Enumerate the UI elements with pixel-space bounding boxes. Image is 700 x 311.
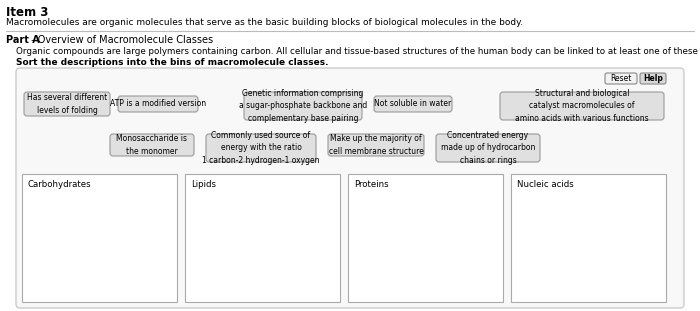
Text: Has several different
levels of folding: Has several different levels of folding	[27, 93, 107, 115]
FancyBboxPatch shape	[640, 73, 666, 84]
Text: Lipids: Lipids	[191, 180, 216, 189]
Text: Concentrated energy
made up of hydrocarbon
chains or rings: Concentrated energy made up of hydrocarb…	[441, 131, 536, 165]
Text: Structural and biological
catalyst macromolecules of
amino acids with various fu: Structural and biological catalyst macro…	[515, 89, 649, 123]
Text: Help: Help	[643, 74, 663, 83]
FancyBboxPatch shape	[16, 68, 684, 308]
Text: Commonly used source of
energy with the ratio
1 carbon-2 hydrogen-1 oxygen: Commonly used source of energy with the …	[202, 131, 320, 165]
Text: - Overview of Macromolecule Classes: - Overview of Macromolecule Classes	[28, 35, 213, 45]
FancyBboxPatch shape	[118, 96, 198, 112]
FancyBboxPatch shape	[110, 134, 194, 156]
Text: Not soluble in water: Not soluble in water	[374, 100, 452, 109]
Text: Sort the descriptions into the bins of macromolecule classes.: Sort the descriptions into the bins of m…	[16, 58, 328, 67]
FancyBboxPatch shape	[605, 73, 637, 84]
Text: Part A: Part A	[6, 35, 40, 45]
FancyBboxPatch shape	[328, 134, 424, 156]
Text: ATP is a modified version: ATP is a modified version	[110, 100, 206, 109]
FancyBboxPatch shape	[500, 92, 664, 120]
Text: Nucleic acids: Nucleic acids	[517, 180, 574, 189]
FancyBboxPatch shape	[244, 92, 362, 120]
Text: Genetic information comprising
a sugar-phosphate backbone and
complementary base: Genetic information comprising a sugar-p…	[239, 89, 367, 123]
Text: Reset: Reset	[610, 74, 631, 83]
FancyBboxPatch shape	[206, 134, 316, 162]
Bar	[348, 174, 503, 302]
Text: Make up the majority of
cell membrane structure: Make up the majority of cell membrane st…	[328, 134, 423, 156]
Text: Macromolecules are organic molecules that serve as the basic building blocks of : Macromolecules are organic molecules tha…	[6, 18, 523, 27]
Bar	[185, 174, 340, 302]
FancyBboxPatch shape	[374, 96, 452, 112]
Text: Proteins: Proteins	[354, 180, 388, 189]
Bar	[511, 174, 666, 302]
Text: Carbohydrates: Carbohydrates	[28, 180, 92, 189]
FancyBboxPatch shape	[436, 134, 540, 162]
Bar	[22, 174, 177, 302]
Text: Organic compounds are large polymers containing carbon. All cellular and tissue-: Organic compounds are large polymers con…	[16, 47, 700, 56]
FancyBboxPatch shape	[24, 92, 110, 116]
Text: Item 3: Item 3	[6, 6, 48, 19]
Text: Monosaccharide is
the monomer: Monosaccharide is the monomer	[116, 134, 188, 156]
